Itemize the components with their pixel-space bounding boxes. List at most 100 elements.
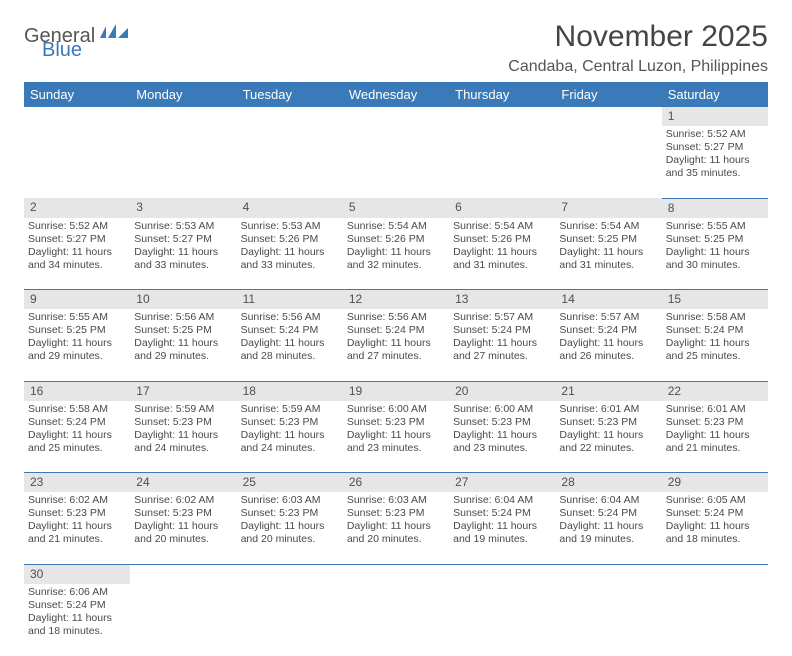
day-number-cell: 23 <box>24 473 130 493</box>
daylight-line: Daylight: 11 hours and 30 minutes. <box>666 246 764 272</box>
day-number-cell <box>130 107 236 126</box>
calendar-day-cell: Sunrise: 6:00 AMSunset: 5:23 PMDaylight:… <box>343 401 449 473</box>
sunrise-line: Sunrise: 6:01 AM <box>666 403 764 416</box>
sunrise-line: Sunrise: 5:55 AM <box>666 220 764 233</box>
sunset-line: Sunset: 5:24 PM <box>28 599 126 612</box>
calendar-week-row: Sunrise: 6:02 AMSunset: 5:23 PMDaylight:… <box>24 492 768 564</box>
sunrise-line: Sunrise: 5:56 AM <box>347 311 445 324</box>
day-number-row: 1 <box>24 107 768 126</box>
sunset-line: Sunset: 5:26 PM <box>241 233 339 246</box>
day-number-cell: 12 <box>343 290 449 310</box>
weekday-header: Friday <box>555 82 661 107</box>
calendar-day-cell: Sunrise: 5:58 AMSunset: 5:24 PMDaylight:… <box>662 309 768 381</box>
weekday-header: Sunday <box>24 82 130 107</box>
title-block: November 2025 Candaba, Central Luzon, Ph… <box>508 20 768 76</box>
daylight-line: Daylight: 11 hours and 33 minutes. <box>134 246 232 272</box>
calendar-day-cell <box>662 584 768 656</box>
calendar-day-cell: Sunrise: 6:02 AMSunset: 5:23 PMDaylight:… <box>130 492 236 564</box>
day-number-cell: 5 <box>343 198 449 218</box>
calendar-day-cell <box>449 126 555 198</box>
calendar-day-cell: Sunrise: 6:03 AMSunset: 5:23 PMDaylight:… <box>343 492 449 564</box>
calendar-day-cell: Sunrise: 5:52 AMSunset: 5:27 PMDaylight:… <box>24 218 130 290</box>
calendar-day-cell: Sunrise: 5:59 AMSunset: 5:23 PMDaylight:… <box>237 401 343 473</box>
day-number-cell <box>343 107 449 126</box>
sunset-line: Sunset: 5:23 PM <box>453 416 551 429</box>
sunrise-line: Sunrise: 6:06 AM <box>28 586 126 599</box>
calendar-day-cell: Sunrise: 6:01 AMSunset: 5:23 PMDaylight:… <box>555 401 661 473</box>
daylight-line: Daylight: 11 hours and 23 minutes. <box>453 429 551 455</box>
day-number-cell <box>130 564 236 584</box>
calendar-day-cell <box>555 584 661 656</box>
day-number-cell: 3 <box>130 198 236 218</box>
calendar-day-cell <box>130 126 236 198</box>
day-number-cell: 1 <box>662 107 768 126</box>
calendar-day-cell: Sunrise: 6:06 AMSunset: 5:24 PMDaylight:… <box>24 584 130 656</box>
daylight-line: Daylight: 11 hours and 33 minutes. <box>241 246 339 272</box>
flag-icon <box>100 24 128 46</box>
calendar-week-row: Sunrise: 6:06 AMSunset: 5:24 PMDaylight:… <box>24 584 768 656</box>
sunrise-line: Sunrise: 5:53 AM <box>241 220 339 233</box>
sunset-line: Sunset: 5:23 PM <box>28 507 126 520</box>
sunrise-line: Sunrise: 5:56 AM <box>134 311 232 324</box>
logo: General Blue <box>24 20 128 60</box>
calendar-day-cell <box>24 126 130 198</box>
day-number-cell: 8 <box>662 198 768 218</box>
month-title: November 2025 <box>508 20 768 54</box>
daylight-line: Daylight: 11 hours and 27 minutes. <box>347 337 445 363</box>
sunset-line: Sunset: 5:27 PM <box>134 233 232 246</box>
sunrise-line: Sunrise: 5:52 AM <box>28 220 126 233</box>
day-number-cell <box>555 564 661 584</box>
daylight-line: Daylight: 11 hours and 20 minutes. <box>134 520 232 546</box>
day-number-cell: 10 <box>130 290 236 310</box>
daylight-line: Daylight: 11 hours and 19 minutes. <box>453 520 551 546</box>
sunrise-line: Sunrise: 5:56 AM <box>241 311 339 324</box>
daylight-line: Daylight: 11 hours and 20 minutes. <box>347 520 445 546</box>
day-number-cell: 24 <box>130 473 236 493</box>
sunrise-line: Sunrise: 6:05 AM <box>666 494 764 507</box>
daylight-line: Daylight: 11 hours and 23 minutes. <box>347 429 445 455</box>
sunset-line: Sunset: 5:24 PM <box>666 507 764 520</box>
sunset-line: Sunset: 5:24 PM <box>666 324 764 337</box>
day-number-cell <box>555 107 661 126</box>
sunset-line: Sunset: 5:23 PM <box>241 416 339 429</box>
weekday-header: Saturday <box>662 82 768 107</box>
day-number-cell: 9 <box>24 290 130 310</box>
daylight-line: Daylight: 11 hours and 21 minutes. <box>28 520 126 546</box>
day-number-cell <box>449 107 555 126</box>
sunrise-line: Sunrise: 5:55 AM <box>28 311 126 324</box>
sunset-line: Sunset: 5:23 PM <box>347 507 445 520</box>
sunset-line: Sunset: 5:23 PM <box>347 416 445 429</box>
sunset-line: Sunset: 5:25 PM <box>559 233 657 246</box>
day-number-cell: 22 <box>662 381 768 401</box>
sunrise-line: Sunrise: 5:59 AM <box>241 403 339 416</box>
daylight-line: Daylight: 11 hours and 31 minutes. <box>559 246 657 272</box>
sunrise-line: Sunrise: 6:02 AM <box>134 494 232 507</box>
sunset-line: Sunset: 5:24 PM <box>559 324 657 337</box>
sunset-line: Sunset: 5:25 PM <box>28 324 126 337</box>
sunrise-line: Sunrise: 5:52 AM <box>666 128 764 141</box>
sunset-line: Sunset: 5:24 PM <box>347 324 445 337</box>
calendar-day-cell: Sunrise: 5:54 AMSunset: 5:26 PMDaylight:… <box>343 218 449 290</box>
day-number-cell: 2 <box>24 198 130 218</box>
calendar-day-cell: Sunrise: 5:52 AMSunset: 5:27 PMDaylight:… <box>662 126 768 198</box>
day-number-cell: 18 <box>237 381 343 401</box>
day-number-cell: 17 <box>130 381 236 401</box>
calendar-table: SundayMondayTuesdayWednesdayThursdayFrid… <box>24 82 768 656</box>
daylight-line: Daylight: 11 hours and 25 minutes. <box>666 337 764 363</box>
sunrise-line: Sunrise: 5:58 AM <box>28 403 126 416</box>
day-number-cell: 16 <box>24 381 130 401</box>
sunrise-line: Sunrise: 6:00 AM <box>347 403 445 416</box>
calendar-day-cell <box>449 584 555 656</box>
daylight-line: Daylight: 11 hours and 24 minutes. <box>134 429 232 455</box>
calendar-day-cell: Sunrise: 5:53 AMSunset: 5:27 PMDaylight:… <box>130 218 236 290</box>
sunrise-line: Sunrise: 6:01 AM <box>559 403 657 416</box>
calendar-day-cell <box>343 584 449 656</box>
calendar-week-row: Sunrise: 5:52 AMSunset: 5:27 PMDaylight:… <box>24 218 768 290</box>
daylight-line: Daylight: 11 hours and 22 minutes. <box>559 429 657 455</box>
calendar-day-cell: Sunrise: 5:54 AMSunset: 5:25 PMDaylight:… <box>555 218 661 290</box>
day-number-row: 2345678 <box>24 198 768 218</box>
sunset-line: Sunset: 5:23 PM <box>666 416 764 429</box>
sunrise-line: Sunrise: 5:59 AM <box>134 403 232 416</box>
daylight-line: Daylight: 11 hours and 24 minutes. <box>241 429 339 455</box>
day-number-cell: 15 <box>662 290 768 310</box>
